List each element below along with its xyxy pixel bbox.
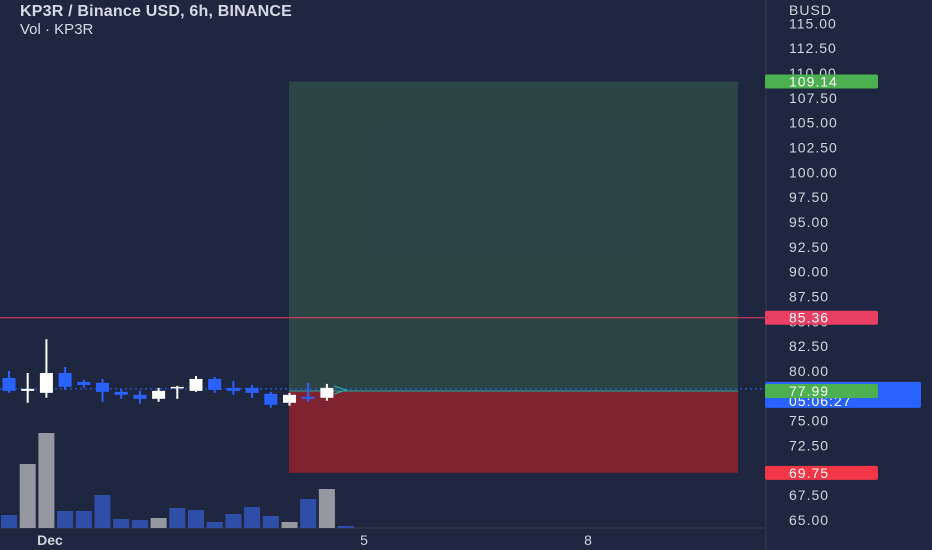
volume-bar — [262, 516, 279, 528]
y-tick-label: 67.50 — [789, 487, 829, 503]
currency-label: BUSD — [789, 2, 832, 18]
price-badge — [765, 310, 878, 325]
candle-body — [96, 382, 109, 392]
volume-bar — [225, 514, 242, 528]
volume-bar — [300, 499, 317, 528]
price-badge — [765, 465, 878, 480]
candle-body — [170, 386, 184, 389]
price-badge-label: 109.14 — [789, 74, 838, 90]
volume-bar — [38, 433, 55, 528]
candle-body — [245, 387, 259, 393]
candle-body — [189, 378, 203, 391]
y-tick-label: 82.50 — [789, 338, 829, 354]
candle-body — [21, 388, 35, 391]
candle-body — [2, 377, 16, 391]
volume-bar — [113, 519, 130, 528]
y-tick-label: 87.50 — [789, 288, 829, 304]
x-tick-label: 8 — [584, 532, 592, 548]
candle-body — [320, 387, 334, 398]
profit-zone — [289, 81, 738, 391]
y-tick-label: 97.50 — [789, 189, 829, 205]
volume-bar — [75, 511, 92, 528]
volume-bar — [318, 489, 335, 528]
y-tick-label: 92.50 — [789, 239, 829, 255]
candle-body — [301, 396, 315, 399]
y-tick-label: 90.00 — [789, 264, 829, 280]
price-badge — [765, 383, 878, 398]
volume-bar — [1, 515, 17, 528]
candle-body — [208, 378, 222, 390]
candle-body — [226, 387, 240, 391]
price-badge-label: 85.36 — [789, 310, 829, 326]
y-tick-label: 105.00 — [789, 115, 838, 131]
candle-body — [39, 372, 53, 393]
candle-body — [283, 394, 296, 403]
y-tick-label: 107.50 — [789, 90, 838, 106]
volume-bar — [57, 511, 74, 528]
position-arrow — [333, 385, 348, 395]
candle-body — [58, 372, 72, 387]
candle-body — [114, 391, 128, 395]
y-tick-label: 112.50 — [789, 40, 837, 56]
volume-bar — [188, 510, 204, 528]
price-badge-label: 77.99 — [789, 383, 829, 399]
x-tick-label: Dec — [37, 532, 63, 548]
y-tick-label: 75.00 — [789, 413, 829, 429]
volume-bar — [131, 520, 148, 528]
volume-bar — [337, 526, 354, 528]
y-tick-label: 100.00 — [789, 164, 838, 180]
y-tick-label: 65.00 — [789, 512, 829, 528]
volume-bar — [150, 518, 167, 528]
y-tick-label: 95.00 — [789, 214, 829, 230]
candle-body — [133, 394, 147, 399]
volume-bar — [94, 495, 111, 528]
volume-bar — [19, 464, 36, 528]
x-tick-label: 5 — [360, 532, 368, 548]
y-tick-label: 80.00 — [789, 363, 829, 379]
volume-bar — [281, 522, 298, 528]
volume-bar — [244, 507, 261, 528]
y-tick-label: 115.00 — [789, 15, 837, 31]
volume-bar — [169, 508, 186, 528]
candle-body — [77, 381, 91, 385]
volume-bar — [206, 522, 223, 528]
loss-zone — [289, 390, 738, 473]
candle-body — [152, 390, 166, 399]
price-badge-label: 69.75 — [789, 465, 829, 481]
y-tick-label: 72.50 — [789, 437, 829, 453]
y-tick-label: 102.50 — [789, 139, 838, 155]
price-badge — [765, 74, 878, 89]
candle-body — [264, 393, 278, 405]
